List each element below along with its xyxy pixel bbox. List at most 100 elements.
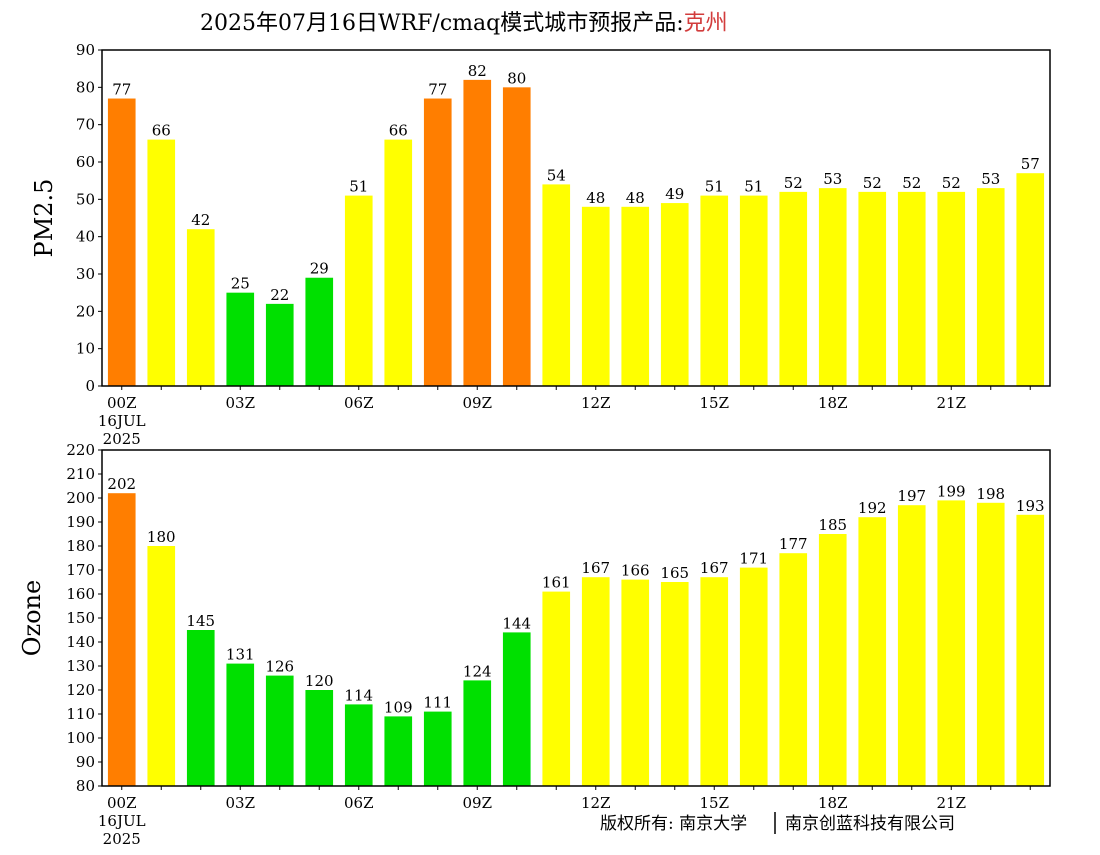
ozone-bar <box>660 582 689 786</box>
pm25-bar <box>581 206 610 386</box>
pm25-bar <box>976 188 1005 386</box>
ozone-ytick-label: 140 <box>66 633 95 651</box>
ozone-bar <box>818 534 847 786</box>
ozone-ytick-label: 120 <box>66 681 95 699</box>
ozone-value-label: 161 <box>542 574 571 592</box>
pm25-xtick-label: 09Z <box>462 394 492 412</box>
pm25-value-label: 48 <box>626 189 645 207</box>
ozone-ytick-label: 170 <box>66 561 95 579</box>
pm25-bar <box>1016 173 1045 386</box>
pm25-bar <box>344 195 373 386</box>
pm25-value-label: 49 <box>665 185 684 203</box>
ozone-value-label: 197 <box>897 487 926 505</box>
ozone-value-label: 185 <box>818 516 847 534</box>
ozone-bar <box>779 553 808 786</box>
pm25-value-label: 57 <box>1021 155 1040 173</box>
ozone-ytick-label: 200 <box>66 489 95 507</box>
ozone-bar <box>621 579 650 786</box>
ozone-value-label: 109 <box>384 698 413 716</box>
pm25-ytick-label: 70 <box>76 116 95 134</box>
ozone-axis-label: Ozone <box>18 580 46 656</box>
ozone-ytick-label: 190 <box>66 513 95 531</box>
title-prefix: 2025年07月16日WRF/cmaq模式城市预报产品: <box>200 11 684 36</box>
pm25-bar <box>937 191 966 386</box>
ozone-xtick-label: 21Z <box>936 794 966 812</box>
ozone-value-label: 171 <box>739 550 768 568</box>
ozone-value-label: 145 <box>186 612 215 630</box>
ozone-value-label: 144 <box>502 614 531 632</box>
ozone-value-label: 202 <box>107 475 136 493</box>
ozone-value-label: 111 <box>423 694 452 712</box>
pm25-value-label: 77 <box>428 81 447 99</box>
ozone-xtick-label: 06Z <box>344 794 374 812</box>
pm25-value-label: 22 <box>270 286 289 304</box>
ozone-bar <box>305 690 334 786</box>
ozone-bar <box>581 577 610 786</box>
pm25-value-label: 51 <box>705 178 724 196</box>
ozone-bar <box>1016 514 1045 786</box>
ozone-bar <box>858 517 887 786</box>
title-city: 克州 <box>684 11 728 36</box>
pm25-bar <box>186 229 215 386</box>
pm25-bar <box>265 303 294 386</box>
ozone-bar <box>897 505 926 786</box>
copyright-footer: 版权所有: 南京大学 南京创蓝科技有限公司 <box>600 812 955 834</box>
ozone-value-label: 193 <box>1016 497 1045 515</box>
pm25-value-label: 42 <box>191 211 210 229</box>
ozone-value-label: 177 <box>779 535 808 553</box>
pm25-xtick-label: 15Z <box>699 394 729 412</box>
ozone-bar <box>502 632 531 786</box>
ozone-bar <box>463 680 492 786</box>
pm25-xtick-label: 03Z <box>225 394 255 412</box>
ozone-ytick-label: 210 <box>66 465 95 483</box>
ozone-value-label: 131 <box>226 646 255 664</box>
pm25-value-label: 48 <box>586 189 605 207</box>
pm25-plot-frame <box>101 49 1051 387</box>
pm25-bar <box>897 191 926 386</box>
pm25-value-label: 82 <box>468 62 487 80</box>
pm25-bar <box>818 188 847 386</box>
ozone-bar <box>344 704 373 786</box>
pm25-bar <box>542 184 571 386</box>
ozone-bar <box>423 711 452 786</box>
pm25-ytick-label: 60 <box>76 153 95 171</box>
pm25-value-label: 80 <box>507 69 526 87</box>
ozone-xtick-label: 15Z <box>699 794 729 812</box>
pm25-axis-label: PM2.5 <box>30 179 58 258</box>
ozone-xtick-label: 09Z <box>462 794 492 812</box>
copyright-right: 南京创蓝科技有限公司 <box>785 814 955 834</box>
ozone-ytick-label: 160 <box>66 585 95 603</box>
ozone-ytick-label: 80 <box>76 777 95 795</box>
ozone-xtick-label: 03Z <box>225 794 255 812</box>
chart-title: 2025年07月16日WRF/cmaq模式城市预报产品:克州 <box>200 11 728 36</box>
ozone-value-label: 126 <box>265 658 294 676</box>
ozone-bar <box>147 546 176 786</box>
pm25-xtick-label: 18Z <box>818 394 848 412</box>
pm25-ytick-label: 90 <box>76 41 95 59</box>
ozone-bar <box>107 493 136 786</box>
ozone-ytick-label: 90 <box>76 753 95 771</box>
ozone-bar <box>265 675 294 786</box>
ozone-ytick-label: 110 <box>66 705 95 723</box>
pm25-bar <box>502 87 531 386</box>
pm25-bar <box>305 277 334 386</box>
pm25-value-label: 66 <box>389 122 408 140</box>
ozone-value-label: 124 <box>463 662 492 680</box>
pm25-value-label: 52 <box>863 174 882 192</box>
pm25-panel: 77 66 42 25 22 29 51 66 77 82 80 54 48 48 49 51 51 52 53 52… <box>30 41 1051 448</box>
ozone-ytick-label: 130 <box>66 657 95 675</box>
ozone-value-label: 199 <box>937 482 966 500</box>
ozone-ytick-label: 180 <box>66 537 95 555</box>
pm25-ytick-label: 30 <box>76 265 95 283</box>
ozone-value-label: 165 <box>660 564 689 582</box>
pm25-bar <box>621 206 650 386</box>
pm25-bar <box>779 191 808 386</box>
pm25-bar <box>858 191 887 386</box>
pm25-value-label: 53 <box>823 170 842 188</box>
ozone-bar <box>186 630 215 786</box>
pm25-value-label: 66 <box>152 122 171 140</box>
pm25-bar <box>226 292 255 386</box>
ozone-bar <box>542 591 571 786</box>
ozone-bar <box>937 500 966 786</box>
